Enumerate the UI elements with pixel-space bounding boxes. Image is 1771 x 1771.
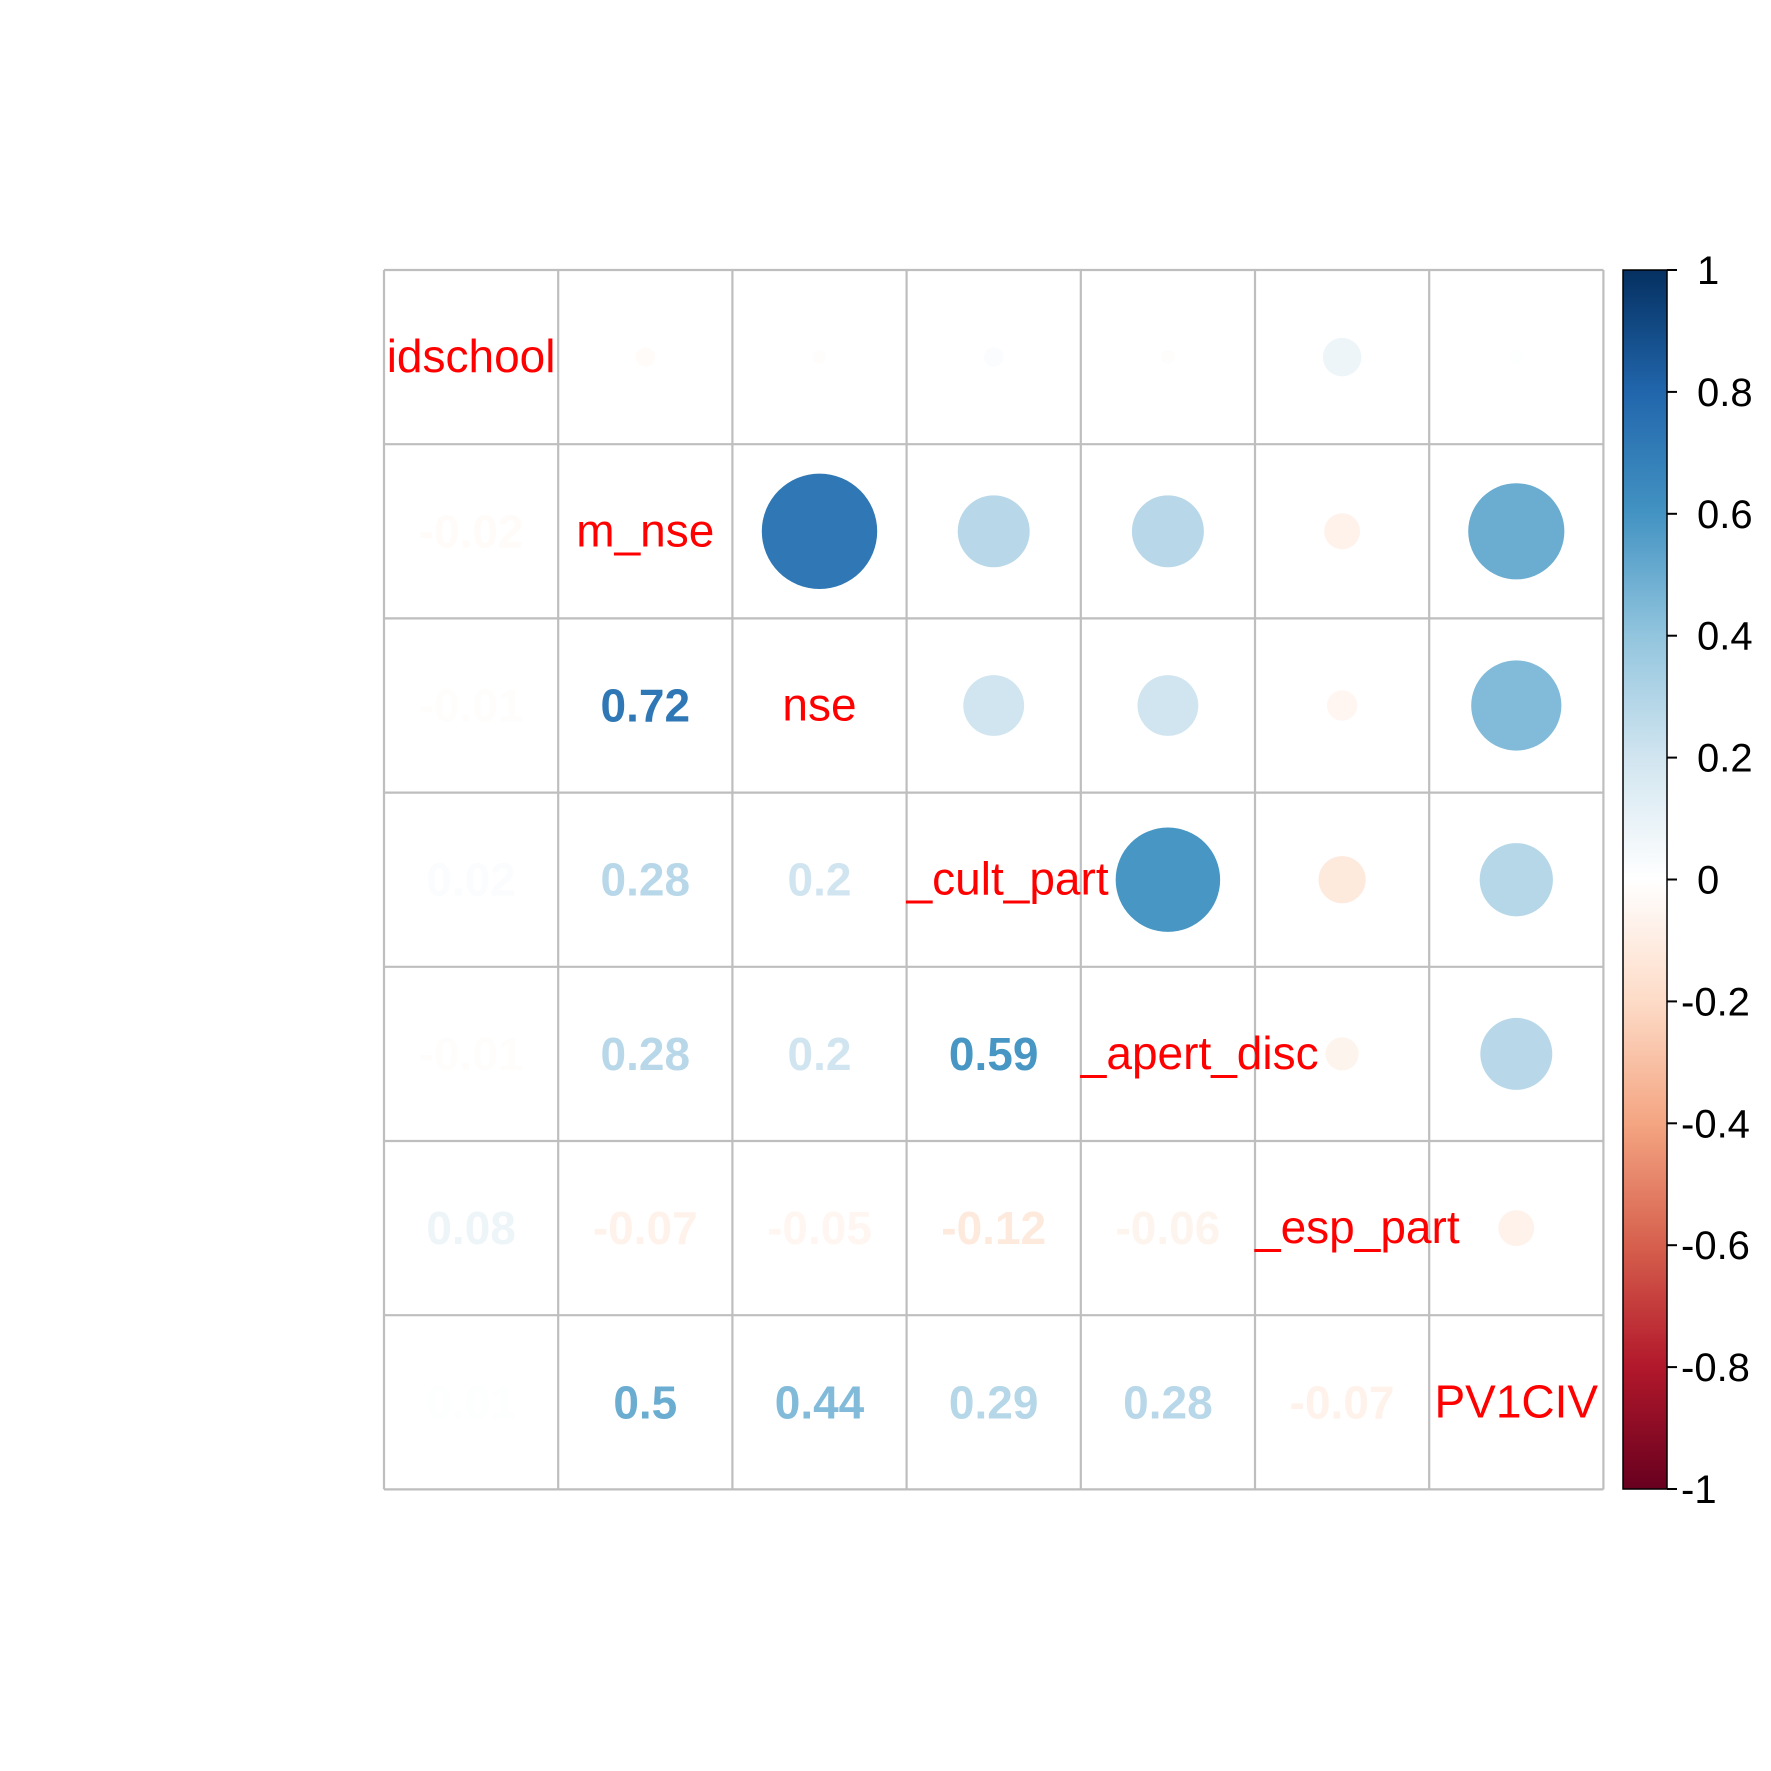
colorbar-tick-label: -0.8 <box>1681 1346 1750 1390</box>
colorbar-tick-label: -0.4 <box>1681 1102 1750 1146</box>
correlation-value: -0.07 <box>1290 1376 1395 1428</box>
variable-label: _esp_part <box>1254 1201 1460 1253</box>
colorbar-tick-label: 0.2 <box>1697 737 1753 781</box>
correlation-circle <box>812 350 827 364</box>
correlation-circle <box>1131 495 1204 568</box>
correlation-circle <box>1468 483 1565 580</box>
correlation-value: 0.5 <box>613 1376 677 1428</box>
correlation-circle <box>1498 1210 1535 1247</box>
colorbar-tick-label: 1 <box>1697 249 1719 293</box>
correlation-circle <box>635 347 655 367</box>
colorbar-tick-label: 0.4 <box>1697 615 1753 659</box>
correlation-value: 0.59 <box>949 1028 1039 1080</box>
correlation-value: 0.08 <box>426 1202 516 1254</box>
colorbar-gradient <box>1622 269 1668 1490</box>
correlation-value: 0.2 <box>788 854 852 906</box>
correlation-value: -0.12 <box>941 1202 1046 1254</box>
variable-label: _apert_disc <box>1080 1027 1319 1079</box>
correlation-value: 0.2 <box>788 1028 852 1080</box>
correlation-circle <box>1137 675 1199 736</box>
correlation-value: -0.01 <box>419 680 524 732</box>
colorbar-tick-label: 0 <box>1697 859 1719 903</box>
grid-lines <box>382 268 1605 1491</box>
correlation-value: 0.28 <box>1123 1376 1213 1428</box>
variable-label: PV1CIV <box>1434 1375 1598 1427</box>
variable-label: m_nse <box>576 504 714 556</box>
colorbar-tick-label: 0.6 <box>1697 493 1753 537</box>
correlation-circle <box>1318 856 1366 904</box>
variable-label: idschool <box>387 330 556 382</box>
correlation-circle <box>984 347 1004 367</box>
correlation-values: -0.02 -0.01 0.72 0.02 0.28 0.2 -0.01 0.28 0.2 0.5… <box>419 505 1395 1428</box>
correlation-circle <box>1324 513 1361 550</box>
correlation-value: 0.28 <box>601 854 691 906</box>
variable-label: _cult_part <box>906 853 1109 905</box>
correlation-circle <box>1326 690 1358 721</box>
colorbar-tick-label: 0.8 <box>1697 371 1753 415</box>
colorbar-tick-label: -1 <box>1681 1468 1717 1512</box>
correlation-circle <box>1509 350 1524 364</box>
colorbar-ticks: 1 0.8 0.6 0.4 0.2 0 -0.2 -0.4 -0.6 -0.8 -1 <box>1667 249 1753 1512</box>
correlation-value: 0.72 <box>601 680 691 732</box>
correlation-circle <box>1480 1017 1553 1090</box>
correlation-circle <box>1325 1037 1359 1071</box>
colorbar-legend: 1 0.8 0.6 0.4 0.2 0 -0.2 -0.4 -0.6 -0.8 -1 <box>1622 249 1753 1512</box>
correlation-value: -0.06 <box>1115 1202 1220 1254</box>
correlation-value: 0.28 <box>601 1028 691 1080</box>
colorbar-tick-label: -0.2 <box>1681 980 1750 1024</box>
correlation-circle <box>957 495 1030 568</box>
correlation-circles <box>635 337 1565 1247</box>
matrix-area: -0.02 -0.01 0.72 0.02 0.28 0.2 -0.01 0.28 0.2 0.5… <box>382 268 1605 1491</box>
correlation-circle <box>1322 337 1362 377</box>
correlation-value: -0.07 <box>593 1202 698 1254</box>
correlation-circle <box>1479 843 1553 917</box>
correlation-value: 0.01 <box>426 1376 516 1428</box>
correlation-value: -0.02 <box>419 505 524 557</box>
correlation-circle <box>1161 350 1175 364</box>
variable-label: nse <box>782 679 856 731</box>
correlation-value: -0.05 <box>767 1202 872 1254</box>
correlation-value: 0.44 <box>775 1376 865 1428</box>
colorbar-tick-label: -0.6 <box>1681 1224 1750 1268</box>
correlation-circle <box>761 473 878 589</box>
correlation-circle <box>963 675 1025 736</box>
correlation-circle <box>1471 660 1562 751</box>
correlation-value: -0.01 <box>419 1028 524 1080</box>
correlation-value: 0.02 <box>426 854 516 906</box>
correlation-value: 0.29 <box>949 1376 1039 1428</box>
correlation-circle <box>1115 827 1221 932</box>
